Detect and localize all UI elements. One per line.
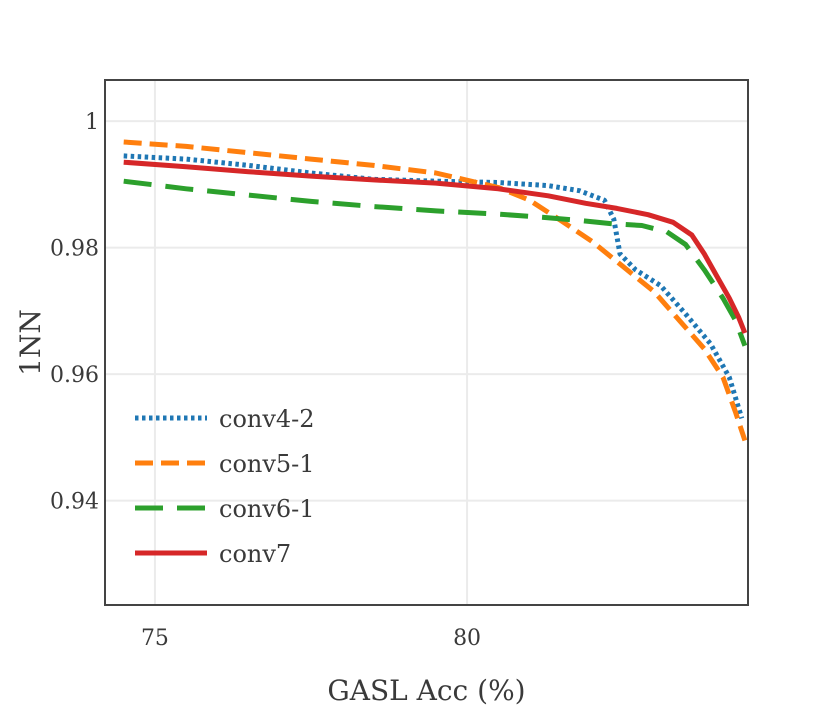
- y-tick-label: 0.96: [50, 363, 99, 388]
- y-tick-label: 0.98: [50, 237, 99, 262]
- series-line-conv4-2: [123, 153, 745, 420]
- series-line-conv7: [123, 159, 748, 334]
- x-axis-label: GASL Acc (%): [327, 674, 525, 707]
- y-tick-label: 0.94: [50, 490, 99, 515]
- x-tick-label: 75: [141, 626, 169, 651]
- legend: conv4-2 conv5-1 conv6-1 conv7: [135, 405, 315, 568]
- y-axis-label: 1NN: [14, 309, 47, 376]
- grid: [105, 80, 748, 605]
- legend-label-conv4-2: conv4-2: [219, 405, 315, 433]
- legend-label-conv6-1: conv6-1: [219, 495, 315, 523]
- legend-label-conv5-1: conv5-1: [219, 450, 315, 478]
- legend-label-conv7: conv7: [219, 540, 291, 568]
- series-line-conv5-1: [123, 139, 748, 442]
- y-tick-label: 1: [85, 110, 99, 135]
- y-tick-labels: 0.94 0.96 0.98 1: [50, 110, 99, 515]
- series-layer: [123, 139, 748, 442]
- x-tick-labels: 75 80: [141, 626, 481, 651]
- plot-frame: [104, 79, 749, 606]
- series-line-conv6-1: [123, 178, 748, 347]
- x-tick-label: 80: [453, 626, 481, 651]
